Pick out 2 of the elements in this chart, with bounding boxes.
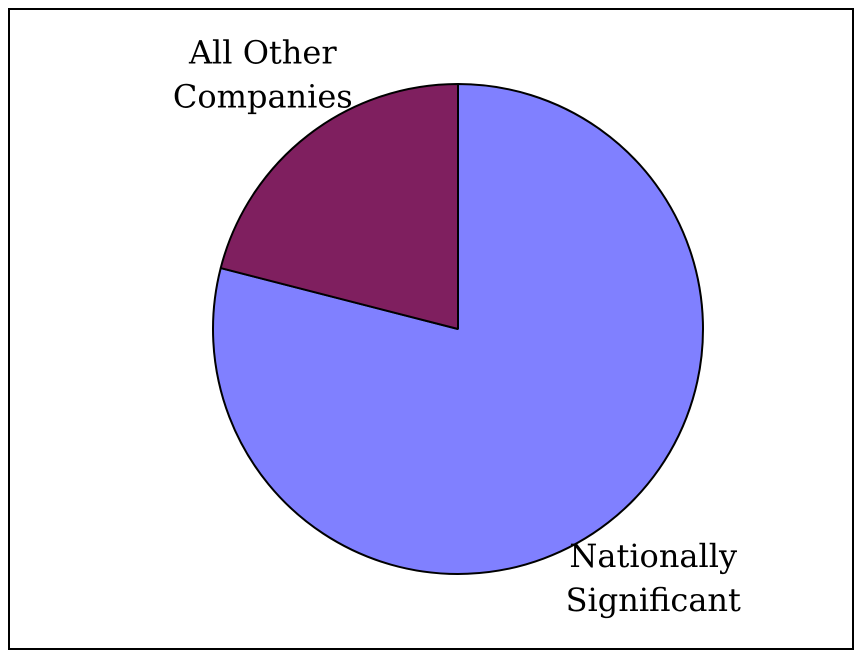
slice-label: Nationally Significant <box>566 536 741 619</box>
slice-label: All Other Companies <box>172 34 353 116</box>
